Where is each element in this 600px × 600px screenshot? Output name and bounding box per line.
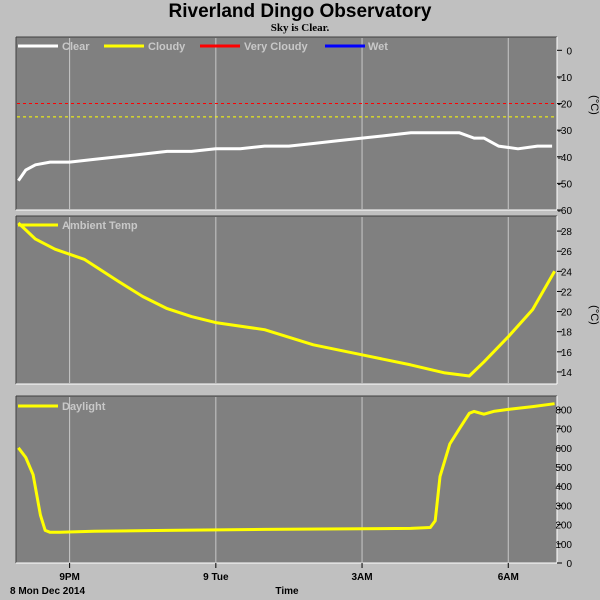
y-tick-label: 22 — [561, 287, 573, 298]
y-tick-label: 16 — [561, 348, 573, 359]
series-line-clear — [17, 131, 553, 182]
y-tick-label: 20 — [561, 308, 573, 319]
legend-label-very-cloudy: Very Cloudy — [244, 41, 308, 53]
y-tick-label: 700 — [555, 425, 572, 436]
x-date-label: 8 Mon Dec 2014 — [10, 586, 85, 597]
y-tick-label: -50 — [558, 179, 573, 190]
plot-area-daylight — [16, 396, 557, 563]
plot-area-sky — [16, 37, 557, 210]
x-tick-label: 3AM — [351, 572, 372, 583]
x-axis-label: Time — [275, 586, 299, 597]
y-tick-label: 100 — [555, 540, 572, 551]
series-line-daylight — [17, 402, 555, 534]
y-tick-label: 0 — [566, 559, 572, 570]
y-tick-label: 28 — [561, 227, 573, 238]
x-tick-label: 9 Tue — [203, 572, 229, 583]
y-tick-label: -40 — [558, 153, 573, 164]
legend-label-cloudy: Cloudy — [148, 41, 186, 53]
y-tick-label: -10 — [558, 73, 573, 84]
y-tick-label: -20 — [558, 100, 573, 111]
legend-label-ambient-temp: Ambient Temp — [62, 220, 138, 232]
y-tick-label: 200 — [555, 521, 572, 532]
y-tick-label: -30 — [558, 126, 573, 137]
y-tick-label: -60 — [558, 206, 573, 217]
y-tick-label: 24 — [561, 267, 573, 278]
y-tick-label: 300 — [555, 501, 572, 512]
y-tick-label: 500 — [555, 463, 572, 474]
x-tick-label: 9PM — [59, 572, 80, 583]
x-tick-label: 6AM — [498, 572, 519, 583]
legend-label-clear: Clear — [62, 41, 90, 53]
legend-label-daylight: Daylight — [62, 401, 106, 413]
unit-label: (°C) — [588, 95, 600, 115]
page-subtitle: Sky is Clear. — [270, 22, 330, 34]
y-tick-label: 26 — [561, 247, 573, 258]
y-tick-label: 0 — [566, 46, 572, 57]
y-tick-label: 400 — [555, 482, 572, 493]
unit-label: (°C) — [588, 305, 600, 325]
y-tick-label: 18 — [561, 328, 573, 339]
series-line-ambient-temp — [17, 221, 556, 378]
page-title: Riverland Dingo Observatory — [168, 1, 432, 22]
legend-label-wet: Wet — [368, 41, 388, 53]
plot-area-ambient — [16, 216, 557, 384]
y-tick-label: 800 — [555, 405, 572, 416]
y-tick-label: 14 — [561, 368, 573, 379]
y-tick-label: 600 — [555, 444, 572, 455]
